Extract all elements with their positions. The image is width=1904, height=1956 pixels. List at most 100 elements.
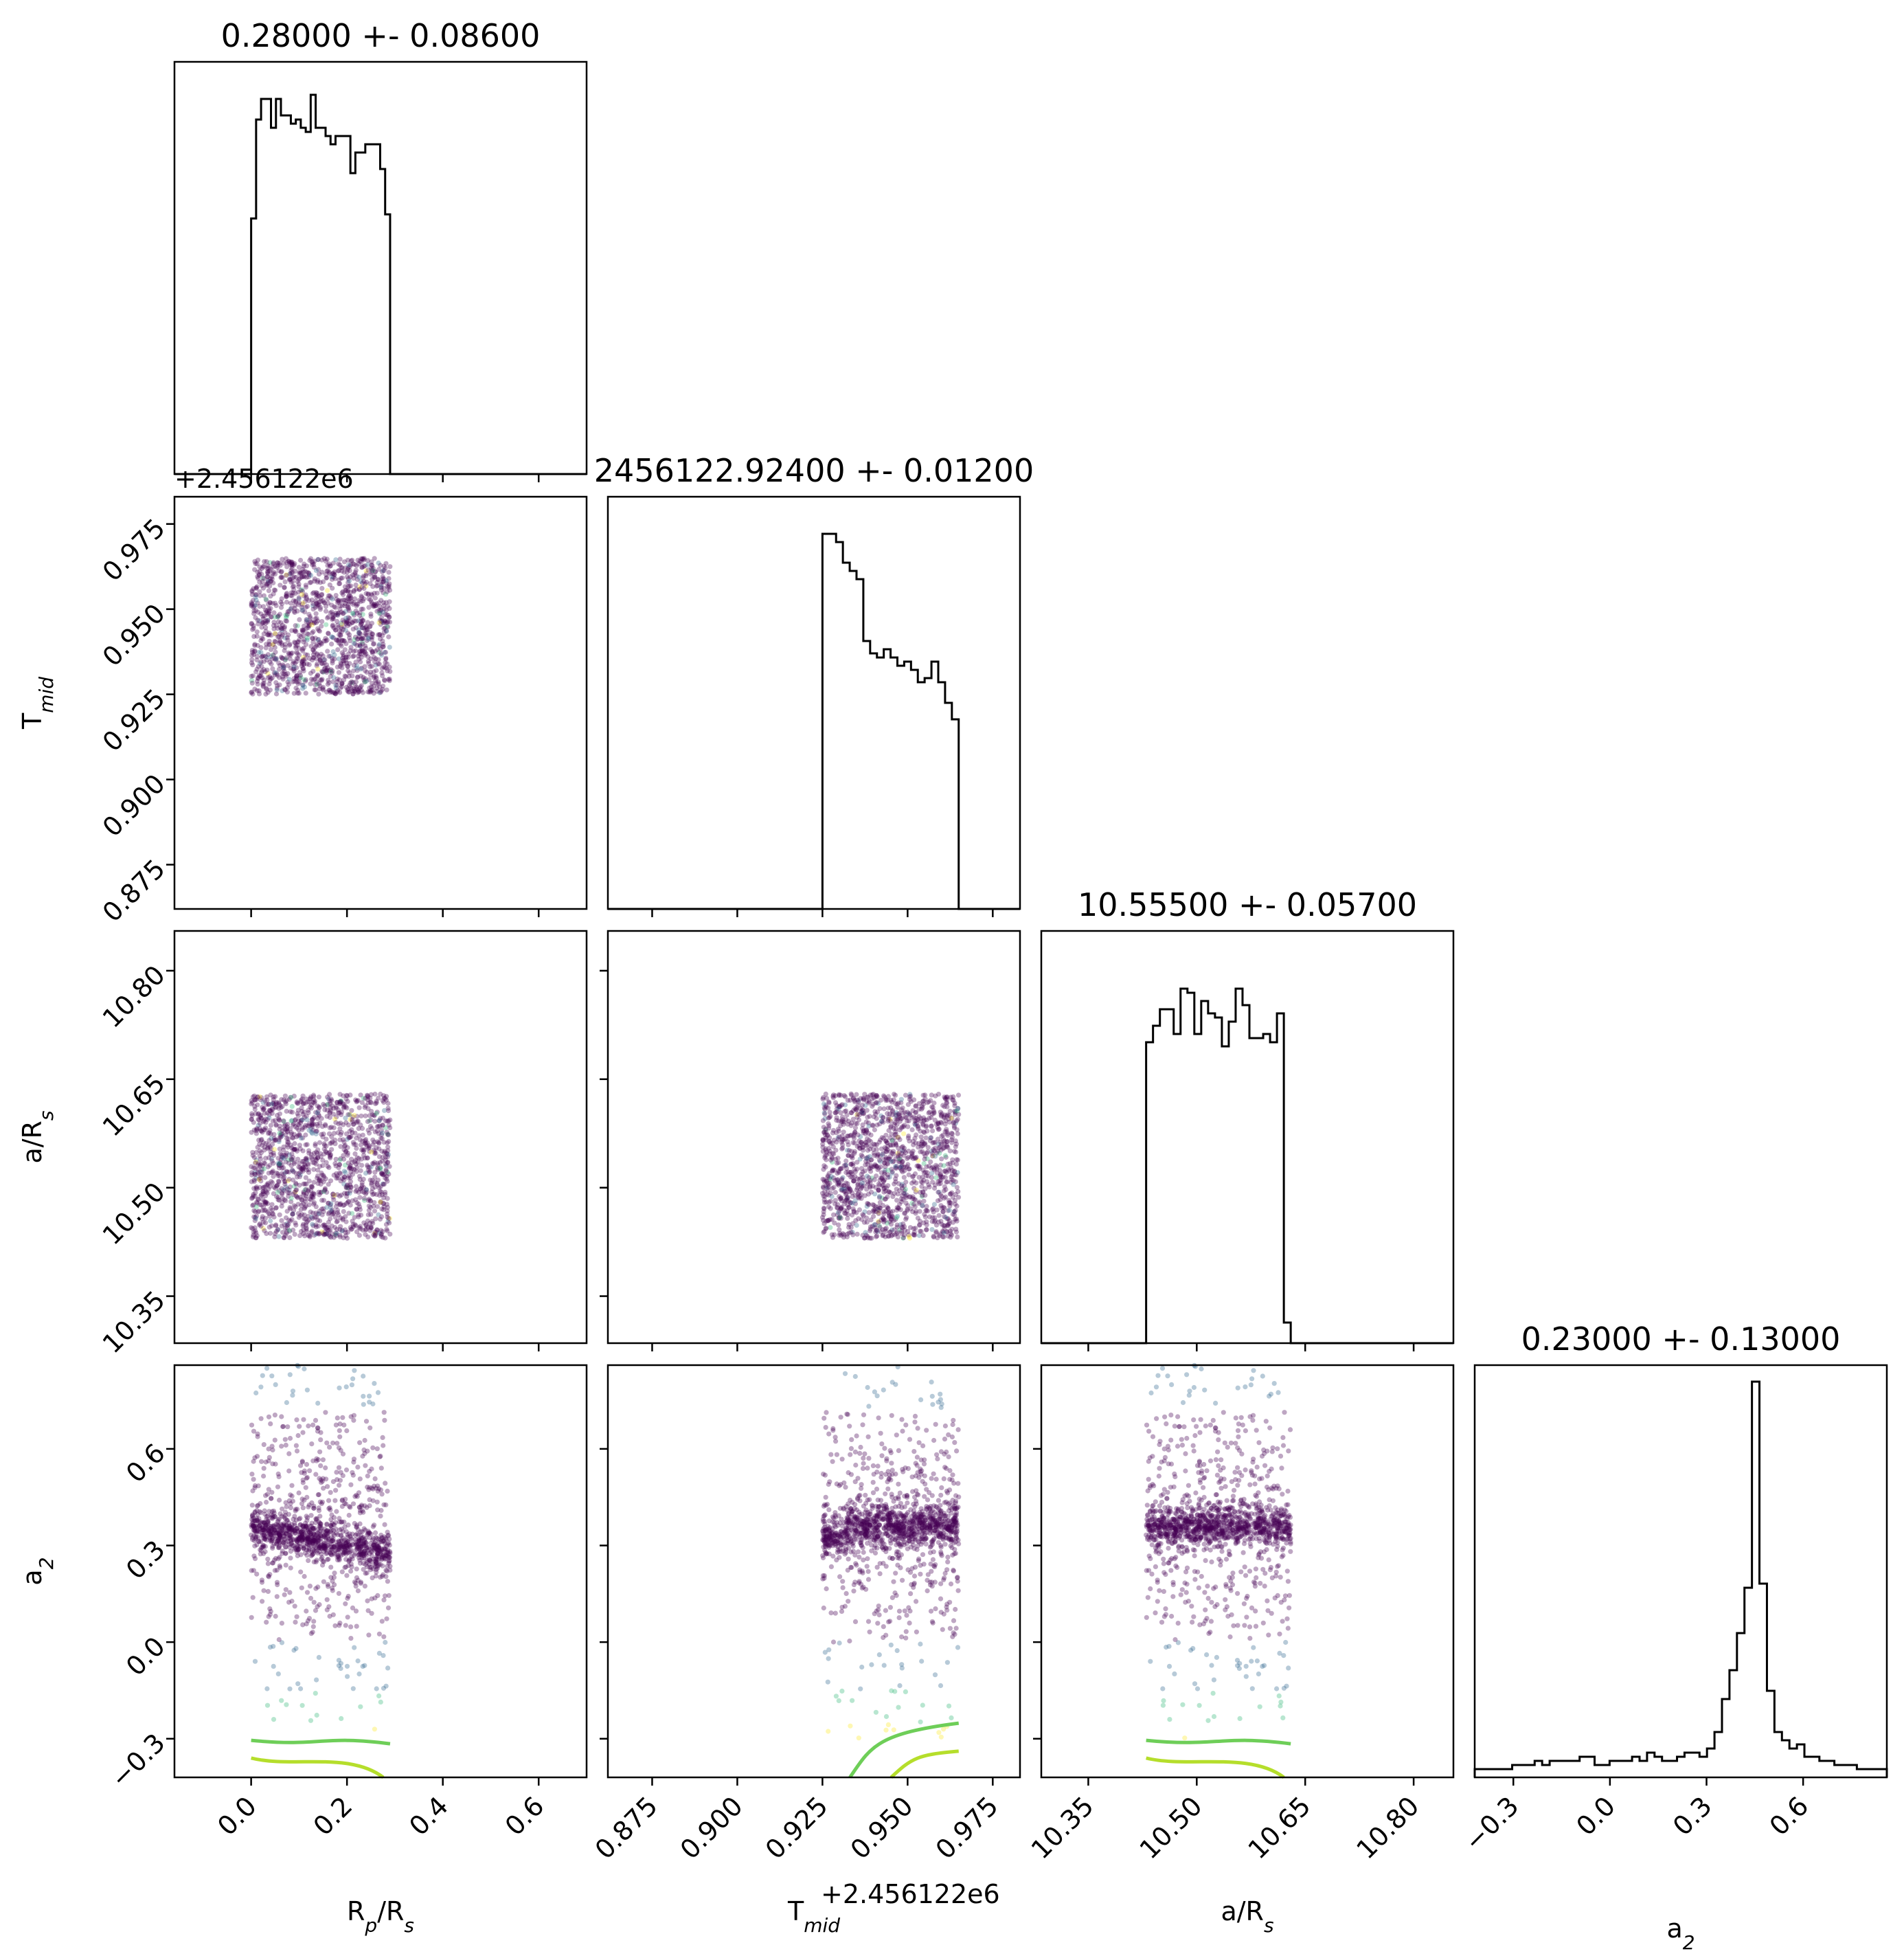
scatter-point (291, 598, 297, 603)
scatter-point (360, 598, 366, 604)
scatter-point (324, 1226, 329, 1231)
scatter-point (293, 1508, 298, 1514)
scatter-point (341, 610, 346, 616)
scatter-point (287, 642, 293, 647)
scatter-point (911, 1097, 917, 1103)
scatter-point (276, 1637, 282, 1643)
scatter-point (845, 1212, 850, 1217)
scatter-point (387, 668, 393, 674)
scatter-point (283, 618, 288, 624)
scatter-point (827, 1217, 833, 1222)
scatter-point (306, 1423, 311, 1429)
scatter-point (374, 590, 380, 596)
scatter-point (357, 1195, 363, 1200)
scatter-point (823, 1165, 828, 1170)
scatter-point (279, 1443, 284, 1449)
scatter-point (308, 677, 315, 682)
scatter-point (355, 1098, 361, 1103)
scatter-point (830, 1094, 836, 1099)
scatter-point (346, 673, 352, 679)
scatter-point (385, 1145, 391, 1150)
scatter-point (356, 634, 362, 640)
scatter-point (359, 593, 364, 599)
scatter-point (369, 599, 374, 605)
scatter-point (887, 1189, 892, 1195)
scatter-point (283, 556, 288, 561)
scatter-point (302, 656, 308, 662)
scatter-point (288, 1156, 294, 1162)
scatter-point (914, 1163, 920, 1169)
scatter-point (383, 565, 388, 571)
scatter-point (276, 634, 282, 640)
scatter-point (343, 616, 349, 621)
scatter-point (876, 1181, 881, 1187)
scatter-point (361, 585, 367, 592)
scatter-point (338, 1132, 343, 1137)
scatter-point (386, 1132, 392, 1138)
scatter-point (356, 618, 361, 624)
scatter-point (885, 1111, 890, 1116)
scatter-point (349, 1226, 354, 1232)
scatter-point (281, 665, 286, 671)
scatter-point (279, 1191, 284, 1196)
scatter-point (824, 1200, 829, 1205)
scatter-point (325, 568, 330, 574)
scatter-point (284, 1142, 290, 1147)
scatter-point (265, 569, 271, 574)
scatter-point (955, 1105, 961, 1111)
scatter-point (351, 618, 357, 624)
scatter-point (291, 676, 297, 682)
scatter-point (927, 1138, 933, 1143)
scatter-point (280, 688, 285, 694)
scatter-point (938, 1218, 944, 1224)
scatter-point (848, 1091, 854, 1097)
scatter-point (367, 630, 373, 636)
scatter-point (352, 634, 359, 640)
scatter-point (341, 1235, 346, 1241)
scatter-point (252, 642, 258, 649)
scatter-point (361, 1147, 367, 1153)
scatter-point (311, 1191, 317, 1197)
scatter-point (868, 1162, 874, 1169)
scatter-point (291, 668, 297, 674)
scatter-point (937, 1167, 942, 1173)
scatter-point (383, 1502, 389, 1507)
scatter-point (249, 589, 255, 594)
scatter-point (299, 592, 305, 598)
scatter-point (898, 1097, 904, 1102)
scatter-point (924, 1204, 929, 1209)
scatter-point (377, 618, 383, 623)
scatter-point (836, 1128, 841, 1134)
scatter-point (281, 663, 286, 668)
scatter-point (275, 614, 280, 620)
scatter-point (343, 620, 349, 625)
scatter-point (277, 611, 282, 617)
scatter-point (387, 599, 392, 605)
scatter-point (316, 628, 321, 633)
scatter-point (269, 1179, 274, 1184)
scatter-point (370, 576, 375, 582)
scatter-point (314, 592, 319, 598)
scatter-point (294, 1187, 299, 1193)
scatter-point (269, 662, 274, 667)
scatter-point (270, 1141, 275, 1147)
scatter-point (364, 633, 370, 638)
scatter-point (304, 594, 309, 600)
scatter-point (326, 631, 331, 636)
scatter-point (865, 1094, 870, 1100)
scatter-point (333, 627, 339, 633)
scatter-point (360, 641, 365, 647)
scatter-point (261, 1465, 267, 1471)
scatter-point (280, 642, 285, 648)
scatter-point (351, 612, 357, 618)
scatter-point (366, 1203, 372, 1209)
scatter-point (881, 1219, 887, 1225)
scatter-point (309, 622, 315, 628)
scatter-point (911, 1142, 916, 1147)
scatter-point (821, 1125, 826, 1130)
scatter-point (929, 1115, 934, 1121)
scatter-point (343, 1184, 349, 1190)
scatter-point (832, 1100, 839, 1105)
scatter-point (252, 648, 258, 653)
scatter-point (931, 1147, 936, 1152)
